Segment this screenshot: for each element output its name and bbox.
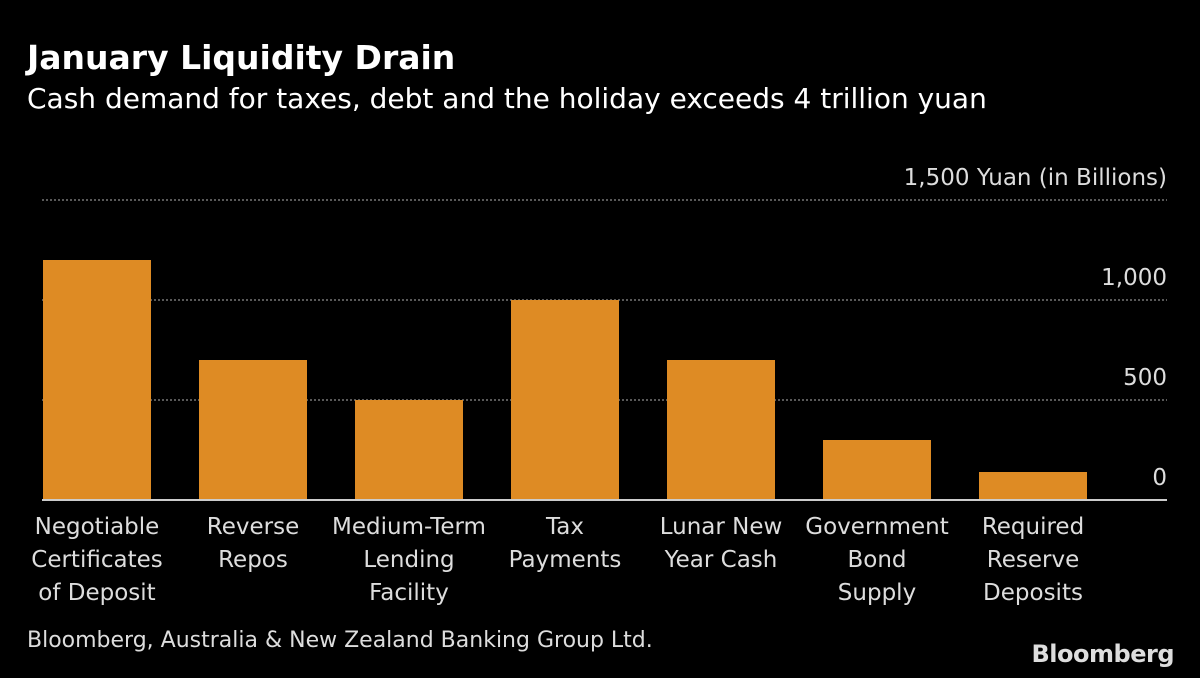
category-label: Repos	[218, 547, 288, 573]
bar	[823, 440, 931, 500]
y-tick-label: 0	[1152, 465, 1167, 491]
bar	[199, 360, 307, 500]
category-label: Certificates	[31, 547, 162, 573]
category-label: Required	[982, 514, 1084, 540]
y-tick-label: 1,500 Yuan (in Billions)	[904, 165, 1167, 191]
category-label: Government	[805, 514, 948, 540]
category-label: Negotiable	[35, 514, 160, 540]
category-label: of Deposit	[38, 580, 155, 606]
category-label: Tax	[545, 514, 584, 540]
category-label: Medium-Term	[332, 514, 486, 540]
category-label: Supply	[838, 580, 916, 606]
bar	[667, 360, 775, 500]
chart-title: January Liquidity Drain	[27, 38, 456, 77]
category-label: Year Cash	[664, 547, 778, 573]
category-label: Lunar New	[660, 514, 783, 540]
category-label: Reserve	[987, 547, 1079, 573]
category-label: Facility	[369, 580, 449, 606]
bloomberg-logo: Bloomberg	[1031, 640, 1175, 668]
bar	[355, 400, 463, 500]
bar	[979, 472, 1087, 500]
category-label: Reverse	[207, 514, 299, 540]
chart-subtitle: Cash demand for taxes, debt and the holi…	[27, 82, 987, 115]
category-label: Bond	[847, 547, 906, 573]
source-note: Bloomberg, Australia & New Zealand Banki…	[27, 628, 653, 653]
category-label: Lending	[363, 547, 454, 573]
category-label: Deposits	[983, 580, 1083, 606]
y-tick-label: 500	[1123, 365, 1167, 391]
category-label: Payments	[509, 547, 622, 573]
bar	[43, 260, 151, 500]
y-tick-label: 1,000	[1101, 265, 1167, 291]
bar	[511, 300, 619, 500]
